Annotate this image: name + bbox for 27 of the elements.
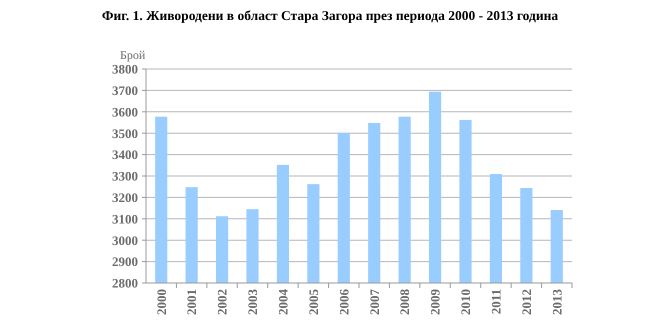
x-tick-label: 2003 <box>245 288 260 315</box>
x-tick-label: 2002 <box>214 289 230 315</box>
x-tick-label: 2004 <box>275 288 290 315</box>
y-tick-label: 3200 <box>112 190 138 205</box>
x-tick-label: 2011 <box>488 289 504 314</box>
y-tick-label: 3600 <box>112 104 138 120</box>
y-tick-label: 2800 <box>112 276 138 291</box>
y-tick-label: 3500 <box>112 126 138 141</box>
x-tick-label: 2013 <box>549 288 564 315</box>
y-tick-label: 3100 <box>112 211 138 226</box>
x-tick-label: 2008 <box>397 288 412 315</box>
y-tick-label: 3000 <box>112 232 138 248</box>
y-tick-label: 3700 <box>112 82 138 98</box>
x-tick-label: 2007 <box>366 288 382 315</box>
x-tick-label: 2009 <box>428 288 443 315</box>
y-tick-label: 3800 <box>112 62 138 77</box>
y-tick-label: 3400 <box>112 147 138 162</box>
y-tick-label: 3300 <box>112 168 138 184</box>
y-tick-label: 2900 <box>112 254 138 270</box>
y-axis-title: Брой <box>120 48 146 62</box>
x-tick-label: 2012 <box>518 289 534 315</box>
x-tick-label: 2005 <box>306 288 321 315</box>
chart-title: Фиг. 1. Живородени в област Стара Загора през периода 2000 - 2013 година <box>102 8 558 23</box>
x-tick-label: 2006 <box>336 288 352 315</box>
x-tick-label: 2000 <box>154 289 169 315</box>
x-tick-label: 2001 <box>184 289 200 315</box>
x-tick-label: 2010 <box>458 289 474 315</box>
